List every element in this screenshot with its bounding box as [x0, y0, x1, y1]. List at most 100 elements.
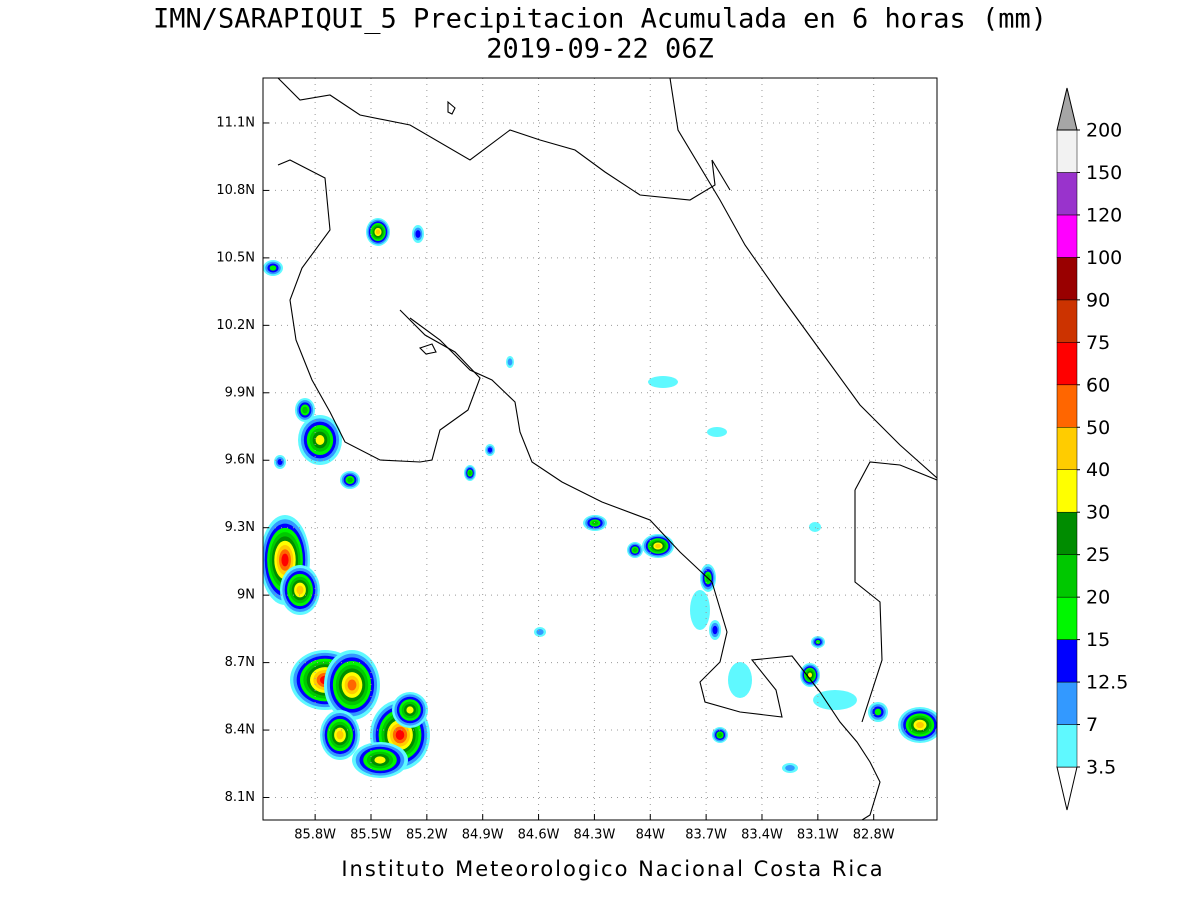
precip-area	[707, 427, 727, 437]
x-tick-label: 85.8W	[294, 828, 336, 843]
colorbar-box	[1056, 554, 1078, 598]
precip-area	[632, 547, 638, 553]
precip-area	[269, 265, 277, 271]
y-tick-label: 9.6N	[225, 453, 255, 468]
border	[854, 461, 937, 491]
colorbar-box	[1056, 724, 1078, 768]
x-tick-label: 84.6W	[518, 828, 560, 843]
precip-area	[785, 765, 795, 771]
precip-area	[336, 730, 344, 740]
coastline	[409, 317, 881, 820]
colorbar-box	[1056, 257, 1078, 301]
subtitle: 2019-09-22 06Z	[486, 34, 714, 65]
colorbar-label: 30	[1086, 502, 1110, 524]
x-tick-label: 84.3W	[574, 828, 616, 843]
colorbar-box	[1056, 129, 1078, 173]
grid: 85.8W 85.5W 85.2W 84.9W 84.6W 84.3W 84W 83.7W 83…	[216, 78, 937, 843]
precip-area	[536, 629, 544, 635]
precip-area	[315, 435, 325, 445]
precip-area	[406, 706, 414, 714]
plot-frame	[262, 77, 938, 821]
y-tick-label: 11.1N	[216, 115, 255, 130]
colorbar-box	[1056, 596, 1078, 640]
colorbar-label: 60	[1086, 374, 1110, 396]
colorbar-box	[1056, 639, 1078, 683]
colorbar-label: 20	[1086, 587, 1110, 609]
precip-area	[415, 230, 421, 238]
colorbar-label: 200	[1086, 120, 1122, 142]
precip-area	[809, 522, 821, 532]
precip-area	[374, 756, 386, 764]
border	[854, 490, 883, 723]
colorbar-box	[1056, 427, 1078, 470]
colorbar-box	[1056, 299, 1078, 343]
colorbar-triangle	[1056, 87, 1078, 131]
y-tick-label: 9.3N	[225, 520, 255, 535]
precip-area	[296, 585, 304, 595]
coastlines	[277, 78, 937, 820]
precip-area	[813, 690, 857, 710]
precip-area	[655, 543, 661, 549]
colorbar-label: 75	[1086, 332, 1110, 354]
island	[418, 343, 437, 355]
precip-area	[728, 662, 752, 698]
precip-area	[591, 520, 599, 526]
y-tick-label: 8.1N	[225, 790, 255, 805]
colorbar-label: 150	[1086, 162, 1122, 184]
colorbar-box	[1056, 511, 1078, 555]
colorbar-label: 120	[1086, 204, 1122, 226]
colorbar-label: 15	[1086, 629, 1110, 651]
colorbar-label: 3.5	[1086, 757, 1116, 779]
y-tick-label: 9N	[237, 588, 255, 603]
coastline	[277, 159, 481, 463]
colorbar-box	[1056, 172, 1078, 216]
precip-area	[874, 708, 882, 716]
colorbar-box	[1056, 469, 1078, 513]
colorbar-label: 12.5	[1086, 672, 1128, 694]
colorbar-box	[1056, 342, 1078, 386]
y-tick-label: 10.8N	[216, 183, 255, 198]
colorbar-label: 50	[1086, 417, 1110, 439]
precip-area	[507, 358, 513, 366]
colorbar-box	[1056, 681, 1078, 725]
x-tick-label: 85.5W	[350, 828, 392, 843]
y-tick-label: 9.9N	[225, 385, 255, 400]
x-tick-label: 82.8W	[853, 828, 895, 843]
lake-island	[447, 100, 456, 115]
colorbar-label: 40	[1086, 459, 1110, 481]
x-tick-label: 83.4W	[741, 828, 783, 843]
precip-area	[808, 672, 812, 678]
precip-area	[375, 229, 381, 235]
precip-area	[468, 470, 472, 476]
precip-area	[347, 679, 357, 691]
precip-area	[302, 406, 308, 414]
precip-area	[717, 732, 723, 738]
colorbar-label: 100	[1086, 247, 1122, 269]
coastline	[669, 78, 937, 479]
precipitation-layer	[263, 218, 937, 778]
colorbar-label: 25	[1086, 544, 1110, 566]
coastline	[277, 78, 731, 201]
x-tick-label: 84W	[636, 828, 666, 843]
colorbar-label: 90	[1086, 289, 1110, 311]
colorbar-box	[1056, 384, 1078, 428]
y-tick-label: 10.2N	[216, 318, 255, 333]
precip-area	[712, 625, 718, 635]
footer: Instituto Meteorologico Nacional Costa R…	[341, 857, 884, 881]
precip-area	[487, 447, 493, 453]
y-tick-label: 8.4N	[225, 723, 255, 738]
y-tick-label: 10.5N	[216, 250, 255, 265]
precip-area	[690, 590, 710, 630]
colorbar-label: 7	[1086, 714, 1098, 736]
x-tick-label: 83.1W	[797, 828, 839, 843]
y-tick-label: 8.7N	[225, 655, 255, 670]
precip-area	[347, 477, 353, 483]
title: IMN/SARAPIQUI_5 Precipitacion Acumulada …	[153, 4, 1047, 35]
precip-area	[916, 721, 924, 729]
x-tick-label: 85.2W	[406, 828, 448, 843]
colorbar-box	[1056, 214, 1078, 258]
precip-area	[395, 730, 405, 740]
colorbar-triangle	[1056, 766, 1078, 811]
